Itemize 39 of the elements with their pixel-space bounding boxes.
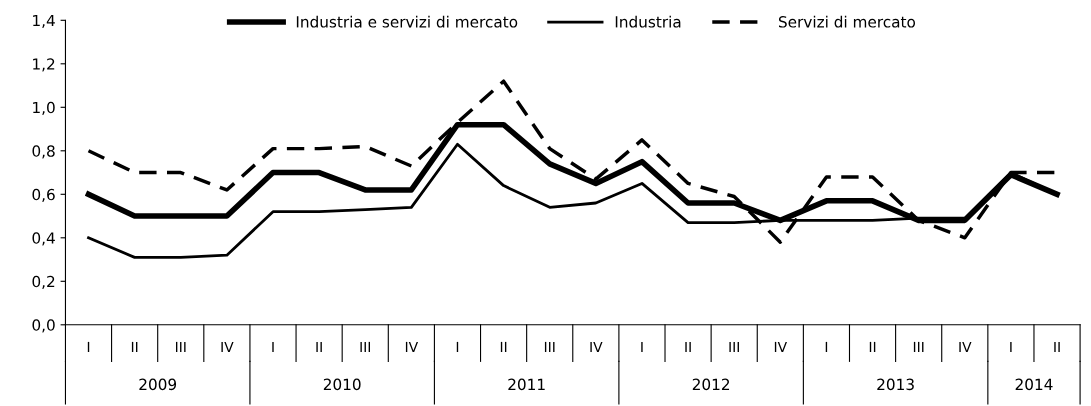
text: 2010 <box>323 378 361 391</box>
x-tick-label: IV <box>774 341 787 353</box>
x-tick-label: IV <box>405 341 419 353</box>
legend-label: Servizi di mercato <box>778 15 916 28</box>
y-tick-label: 0,4 <box>32 232 55 246</box>
x-tick-label: II <box>869 341 876 353</box>
x-tick-label: I <box>825 341 828 353</box>
y-tick-label: 0,0 <box>32 319 55 333</box>
x-tick-label: I <box>641 341 643 353</box>
x-tick-label: II <box>685 341 691 353</box>
x-tick-label: I <box>272 341 274 353</box>
text: 2013 <box>877 378 914 391</box>
x-tick-label: III <box>729 341 739 353</box>
x-tick-label: III <box>360 341 371 353</box>
y-tick-label: 0,2 <box>32 275 55 289</box>
x-tick-label: I <box>87 341 90 353</box>
x-tick-label: IV <box>959 341 972 353</box>
y-tick-label: 1,0 <box>33 101 55 115</box>
text: 2011 <box>508 378 545 391</box>
x-tick-label: III <box>913 341 924 353</box>
x-tick-label: IV <box>221 341 234 353</box>
text: 2014 <box>1015 378 1053 391</box>
x-tick-label: III <box>544 341 555 353</box>
x-tick-label: I <box>456 341 459 353</box>
x-tick-label: II <box>316 341 322 353</box>
legend-label: Industria <box>615 15 681 28</box>
y-tick-label: 1,2 <box>33 58 55 72</box>
text: 2012 <box>692 378 730 391</box>
x-tick-label: II <box>500 341 507 353</box>
x-tick-label: III <box>175 341 186 353</box>
x-tick-label: IV <box>590 341 603 353</box>
x-tick-label: II <box>131 341 138 353</box>
x-tick-label: I <box>1010 341 1012 353</box>
y-tick-label: 1,4 <box>33 14 55 28</box>
legend-label: Industria e servizi di mercato <box>296 15 518 28</box>
x-tick-label: II <box>1054 341 1060 353</box>
y-tick-label: 0,8 <box>32 145 55 159</box>
y-tick-label: 0,6 <box>32 188 55 202</box>
text: 2009 <box>139 378 177 391</box>
